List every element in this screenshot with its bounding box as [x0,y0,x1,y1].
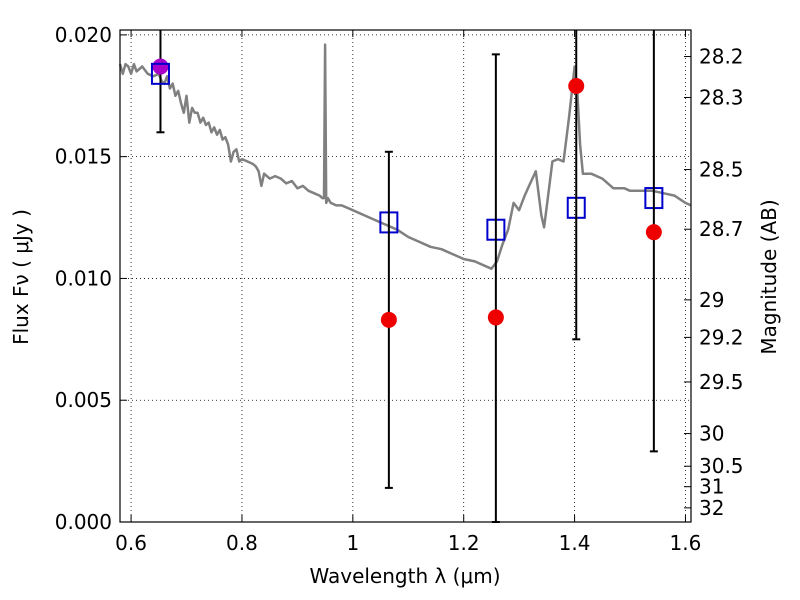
y2-tick-label: 28.7 [699,217,744,241]
y2-tick-label: 28.2 [699,45,744,69]
y2-tick-label: 28.5 [699,158,744,182]
flux-circle-point [487,309,504,326]
x-axis-label: Wavelength λ (μm) [309,564,500,588]
y2-tick-label: 31 [699,475,724,499]
y-tick-label: 0.000 [55,510,112,534]
x-tick-label: 1.4 [559,531,591,555]
flux-circle-point [568,78,585,95]
y2-tick-label: 32 [699,496,724,520]
x-tick-label: 1.2 [448,531,480,555]
y-tick-label: 0.010 [55,266,112,290]
flux-circle-point [380,311,397,328]
plot-area [118,30,692,523]
model-square-point [150,62,170,85]
y2-tick-label: 28.3 [699,85,744,109]
plot-frame [119,29,692,523]
y2-tick-label: 29 [699,288,724,312]
x-tick-label: 1.6 [670,531,702,555]
y-tick-label: 0.015 [55,145,112,169]
y2-tick-label: 29.5 [699,370,744,394]
flux-circle-point [645,224,662,241]
y-axis-label: Flux Fν ( μJy ) [9,209,33,345]
y2-tick-label: 29.2 [699,325,744,349]
y2-tick-label: 30 [699,422,724,446]
flux-circle-point [152,58,169,75]
x-tick-label: 0.6 [115,531,147,555]
grid-lines [120,30,691,522]
spectrum-line [118,43,692,270]
y2-tick-label: 30.5 [699,454,744,478]
axis-ticks: 0.6 0.8 1 1.2 1.4 1.6 0.000 0.005 0.010 0.015 0.02… [55,23,744,555]
x-tick-label: 1 [346,531,359,555]
x-tick-label: 0.8 [226,531,258,555]
y-tick-label: 0.020 [55,23,112,47]
y-tick-label: 0.005 [55,388,112,412]
y2-axis-label: Magnitude (AB) [757,199,781,354]
